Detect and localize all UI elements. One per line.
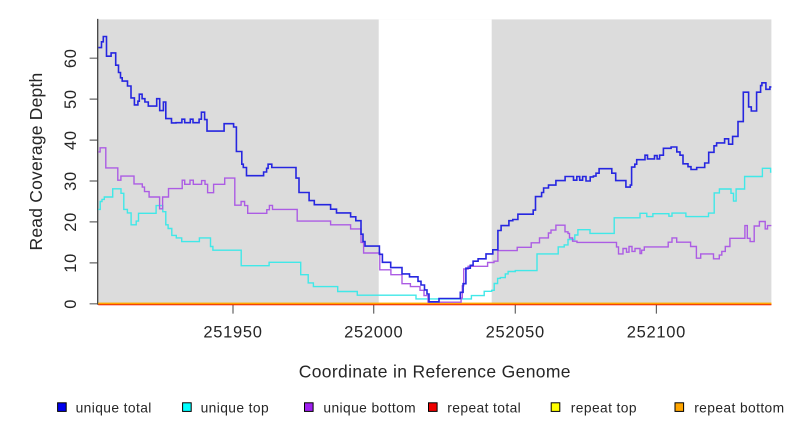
svg-text:252050: 252050 bbox=[486, 323, 545, 341]
svg-text:repeat total: repeat total bbox=[447, 400, 521, 415]
svg-text:0: 0 bbox=[62, 299, 80, 309]
svg-text:unique bottom: unique bottom bbox=[323, 400, 416, 415]
svg-text:20: 20 bbox=[62, 212, 80, 232]
svg-text:40: 40 bbox=[62, 130, 80, 150]
svg-text:60: 60 bbox=[62, 48, 80, 68]
svg-text:50: 50 bbox=[62, 89, 80, 109]
svg-text:Coordinate in Reference Genome: Coordinate in Reference Genome bbox=[299, 362, 571, 382]
svg-text:30: 30 bbox=[62, 171, 80, 191]
svg-text:10: 10 bbox=[62, 253, 80, 273]
svg-text:repeat top: repeat top bbox=[571, 400, 637, 415]
svg-text:unique top: unique top bbox=[201, 400, 269, 415]
svg-text:252100: 252100 bbox=[627, 323, 686, 341]
svg-text:unique total: unique total bbox=[76, 400, 152, 415]
svg-text:252000: 252000 bbox=[344, 323, 403, 341]
svg-text:repeat bottom: repeat bottom bbox=[694, 400, 784, 415]
svg-text:251950: 251950 bbox=[203, 323, 262, 341]
svg-text:Read Coverage Depth: Read Coverage Depth bbox=[26, 73, 46, 251]
